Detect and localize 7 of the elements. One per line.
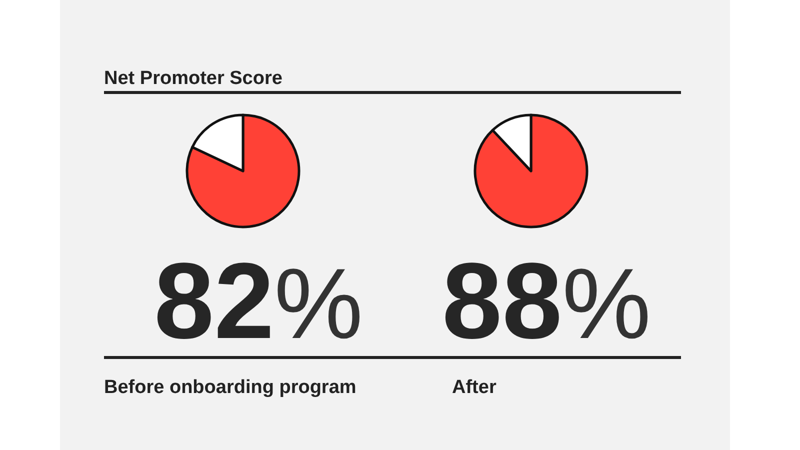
pie-slice [186, 114, 300, 228]
chart-title: Net Promoter Score [104, 68, 282, 89]
pie-slice [474, 114, 588, 228]
data-label: 82% [154, 240, 364, 361]
text: Before onboarding program [104, 377, 356, 398]
text: After [452, 377, 497, 398]
data-label: 88% [442, 240, 652, 361]
